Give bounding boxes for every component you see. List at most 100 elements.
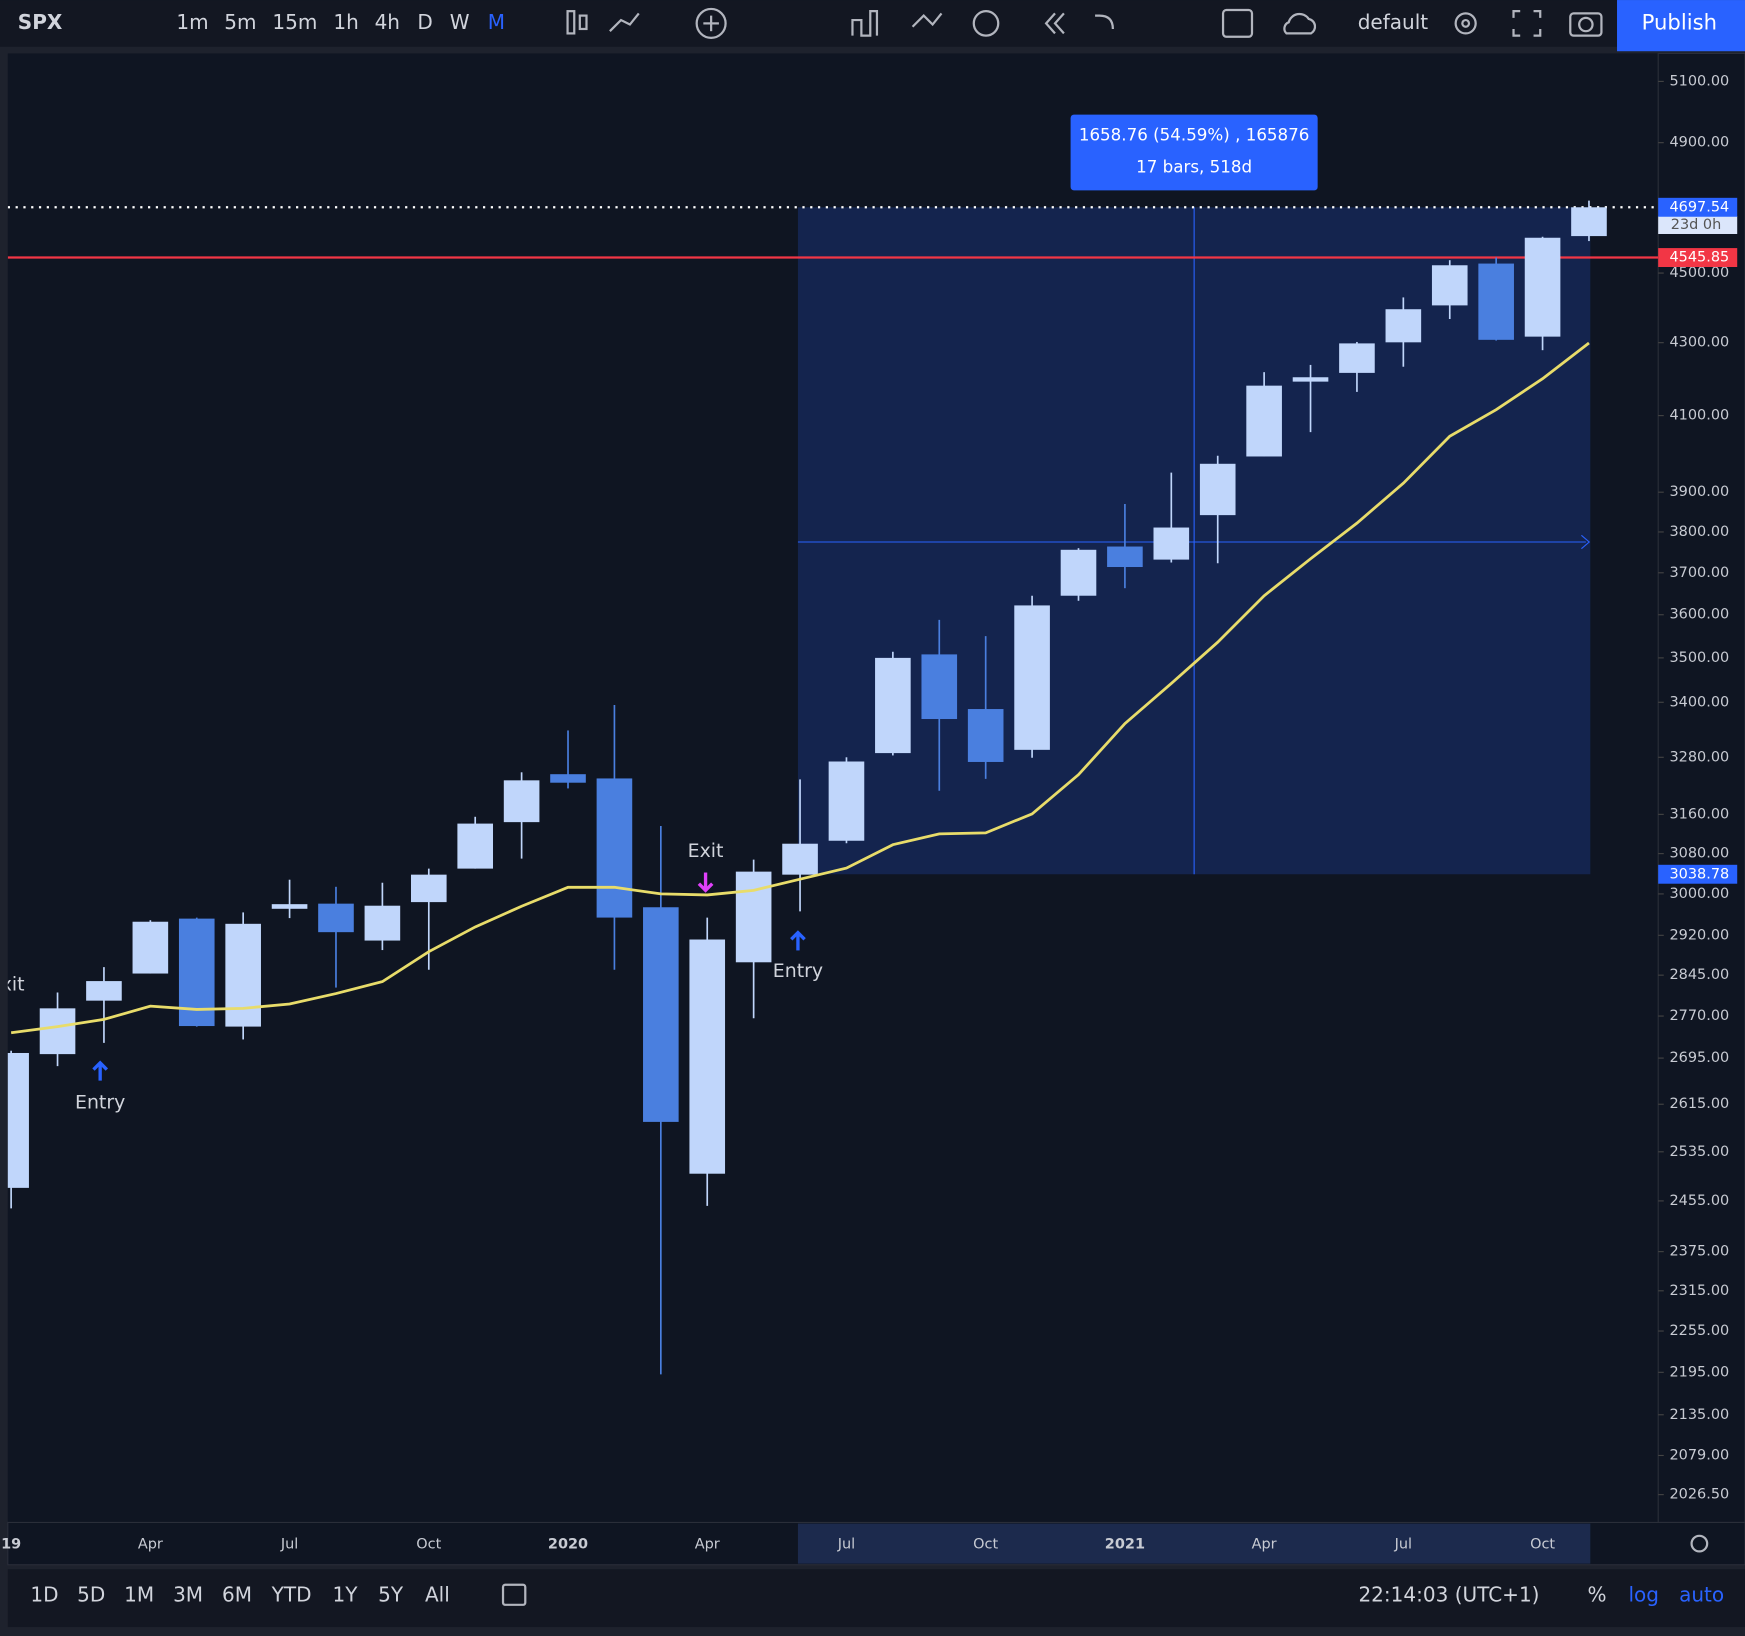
price-axis	[1657, 52, 1745, 1524]
candle-body	[550, 774, 586, 783]
candle-body	[318, 903, 354, 933]
time-axis-range	[797, 1523, 1591, 1564]
measure-label: 1658.76 (54.59%) , 165876	[1079, 125, 1310, 144]
plot: Exit Entry Exit Entry	[0, 200, 1659, 1375]
publish-button[interactable]	[1617, 0, 1745, 52]
y-tick-label: 2079.00	[1669, 1447, 1729, 1463]
price-tag-label: 4545.85	[1669, 250, 1729, 266]
x-tick-label: Oct	[973, 1537, 998, 1553]
range-button[interactable]: 1M	[124, 1582, 154, 1606]
symbol[interactable]: SPX	[18, 10, 63, 34]
x-tick-label: Apr	[1252, 1537, 1277, 1553]
measure-arrow	[1581, 534, 1591, 550]
interval-button[interactable]: W	[450, 10, 470, 34]
signal-label: Entry	[75, 1091, 125, 1113]
range-button[interactable]: 1D	[30, 1582, 58, 1606]
y-tick-label: 3600.00	[1669, 607, 1729, 623]
y-tick-label: 2315.00	[1669, 1283, 1729, 1299]
x-tick-label: Jul	[280, 1537, 298, 1553]
publish-label[interactable]: Publish	[1642, 9, 1717, 34]
candle-body	[735, 871, 772, 963]
y-tick-label: 3900.00	[1669, 484, 1729, 500]
range-button[interactable]: YTD	[271, 1582, 312, 1606]
y-tick-label: 2195.00	[1669, 1364, 1729, 1380]
signal-arrow-head	[697, 882, 714, 893]
x-tick-label: Apr	[138, 1537, 163, 1553]
percent-toggle[interactable]: %	[1587, 1582, 1606, 1606]
toolbar-icons	[501, 7, 1709, 1606]
interval-button[interactable]: 5m	[224, 10, 256, 34]
y-tick-label: 2615.00	[1669, 1096, 1729, 1112]
y-tick-label: 5100.00	[1669, 73, 1729, 89]
candle-body	[1107, 546, 1143, 568]
candle-body	[921, 654, 958, 720]
candle-body	[596, 778, 633, 918]
candle-body	[132, 921, 169, 974]
y-tick-label: 3160.00	[1669, 806, 1729, 822]
signal-label: Entry	[773, 960, 823, 982]
y-tick-label: 2026.50	[1669, 1487, 1729, 1503]
range-button[interactable]: 3M	[173, 1582, 203, 1606]
candle-body	[643, 907, 679, 1122]
y-tick-label: 2535.00	[1669, 1144, 1729, 1160]
candle-body	[457, 823, 494, 869]
x-tick-label: Oct	[416, 1537, 441, 1553]
candle-body	[410, 874, 447, 903]
x-tick-label: Jul	[1394, 1537, 1412, 1553]
countdown: 23d 0h	[1671, 217, 1722, 233]
y-tick-label: 2845.00	[1669, 967, 1729, 983]
signal-label: Exit	[0, 973, 25, 995]
range-button[interactable]: 5Y	[378, 1582, 404, 1606]
price-tag-label: 4697.54	[1669, 199, 1729, 215]
candle-body	[1199, 463, 1236, 516]
auto-toggle[interactable]: auto	[1679, 1582, 1724, 1606]
interval-button[interactable]: 15m	[272, 10, 317, 34]
log-toggle[interactable]: log	[1628, 1582, 1659, 1606]
candle-body	[1385, 309, 1422, 343]
x-tick-label: Jul	[837, 1537, 855, 1553]
clock: 22:14:03 (UTC+1)	[1358, 1582, 1539, 1606]
range-button[interactable]: All	[425, 1582, 450, 1606]
range-button[interactable]: 6M	[222, 1582, 252, 1606]
candle-body	[1292, 377, 1329, 382]
x-tick-label: 2020	[548, 1537, 588, 1553]
y-tick-label: 2770.00	[1669, 1008, 1729, 1024]
y-tick-label: 3000.00	[1669, 886, 1729, 902]
candle-body	[503, 780, 540, 823]
bottom-toolbar	[7, 1569, 1745, 1628]
price-tag-sub	[1658, 216, 1738, 234]
candle-body	[1431, 265, 1468, 306]
moving-average	[10, 341, 1590, 1035]
candle-body	[1478, 263, 1514, 340]
interval-button[interactable]: D	[417, 10, 432, 34]
x-tick-label: Apr	[695, 1537, 720, 1553]
candle-body	[1571, 207, 1607, 237]
interval-button[interactable]: 1h	[333, 10, 358, 34]
range-button[interactable]: 1Y	[333, 1582, 359, 1606]
interval-button[interactable]: 4h	[375, 10, 400, 34]
signal-arrow-head	[92, 1060, 109, 1071]
y-tick-label: 2695.00	[1669, 1050, 1729, 1066]
candle-body	[86, 981, 122, 1001]
y-tick-label: 2455.00	[1669, 1193, 1729, 1209]
signal-arrow-head	[790, 930, 806, 941]
y-tick-label: 4100.00	[1669, 408, 1729, 424]
measure-label: 17 bars, 518d	[1136, 158, 1252, 177]
y-tick-label: 3080.00	[1669, 846, 1729, 862]
layout-name[interactable]: default	[1358, 10, 1429, 34]
candle-body	[828, 761, 865, 841]
y-tick-label: 2375.00	[1669, 1244, 1729, 1260]
x-tick-label: 2021	[1105, 1537, 1145, 1553]
candle-body	[271, 904, 308, 909]
candle-body	[1524, 237, 1561, 337]
interval-button[interactable]: M	[488, 10, 505, 34]
range-button[interactable]: 5D	[77, 1582, 105, 1606]
interval-button[interactable]: 1m	[176, 10, 208, 34]
candle-body	[364, 905, 401, 941]
candle-body	[1060, 549, 1097, 596]
y-tick-label: 4900.00	[1669, 135, 1729, 151]
x-tick-label: Oct	[1530, 1537, 1555, 1553]
candle-body	[39, 1008, 76, 1055]
y-tick-label: 3400.00	[1669, 694, 1729, 710]
